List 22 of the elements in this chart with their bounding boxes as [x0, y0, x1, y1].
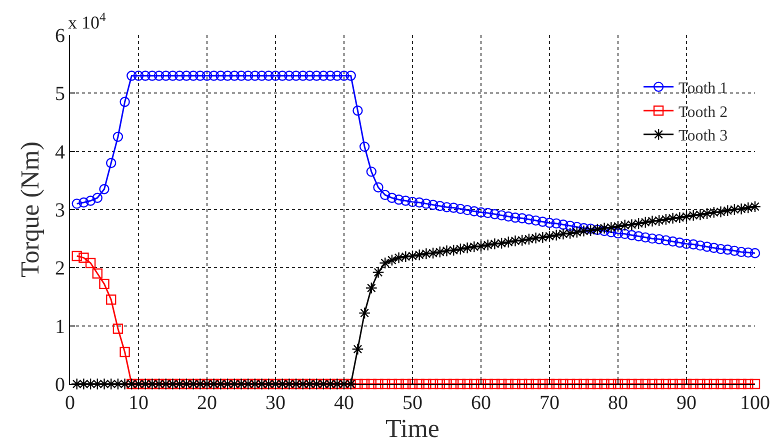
x-tick-label: 50 — [402, 392, 422, 414]
legend-label: Tooth 2 — [678, 104, 728, 121]
y-tick-label: 6 — [55, 25, 65, 47]
x-tick-label: 90 — [676, 392, 696, 414]
text: x 10$^{4}$ — [68, 10, 106, 33]
x-tick-label: 40 — [334, 392, 354, 414]
y-tick-label: 2 — [55, 258, 65, 280]
y-tick-label: 5 — [55, 83, 65, 106]
x-tick-label: 100 — [740, 392, 770, 414]
x-tick-label: 60 — [471, 392, 491, 414]
x-axis-title: Time — [386, 414, 440, 443]
x-tick-label: 70 — [540, 392, 560, 414]
y-tick-label: 4 — [55, 141, 65, 164]
x-tick-label: 80 — [608, 392, 628, 414]
x-tick-label: 20 — [197, 392, 217, 414]
legend-label: Tooth 3 — [678, 128, 728, 145]
y-axis-title: Torque (Nm) — [15, 141, 44, 278]
y-tick-label: 0 — [55, 374, 65, 396]
y-tick-label: 3 — [55, 200, 65, 222]
x-tick-label: 30 — [266, 392, 286, 414]
y-tick-label: 1 — [55, 316, 65, 338]
x-tick-label: 10 — [128, 392, 148, 414]
